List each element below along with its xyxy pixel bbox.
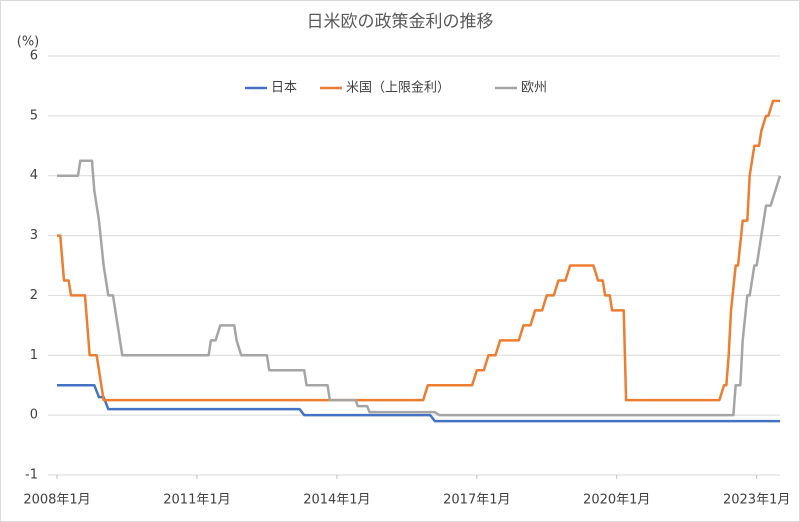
y-tick-label: 6 — [30, 49, 38, 64]
legend-label: 米国（上限金利） — [346, 80, 450, 96]
series-line — [57, 383, 780, 423]
x-tick-label: 2020年1月 — [583, 493, 650, 508]
series-line — [57, 159, 782, 417]
chart-title: 日米欧の政策金利の推移 — [307, 12, 494, 32]
y-tick-label: 5 — [30, 108, 38, 123]
x-tick-label: 2014年1月 — [303, 493, 370, 508]
x-tick-label: 2008年1月 — [23, 493, 90, 508]
x-tick-label: 2011年1月 — [163, 493, 230, 508]
x-tick-label: 2023年1月 — [723, 493, 790, 508]
series-line — [57, 99, 780, 402]
legend-label: 欧州 — [521, 81, 547, 96]
y-tick-label: 1 — [30, 348, 38, 363]
y-tick-label: 0 — [30, 408, 38, 423]
y-axis-label: (%) — [17, 35, 40, 50]
x-tick-label: 2017年1月 — [443, 493, 510, 508]
y-tick-label: 4 — [30, 168, 38, 183]
y-tick-label: -1 — [25, 468, 38, 483]
legend-label: 日本 — [271, 81, 297, 96]
y-tick-label: 3 — [30, 228, 38, 243]
y-tick-label: 2 — [30, 288, 38, 303]
